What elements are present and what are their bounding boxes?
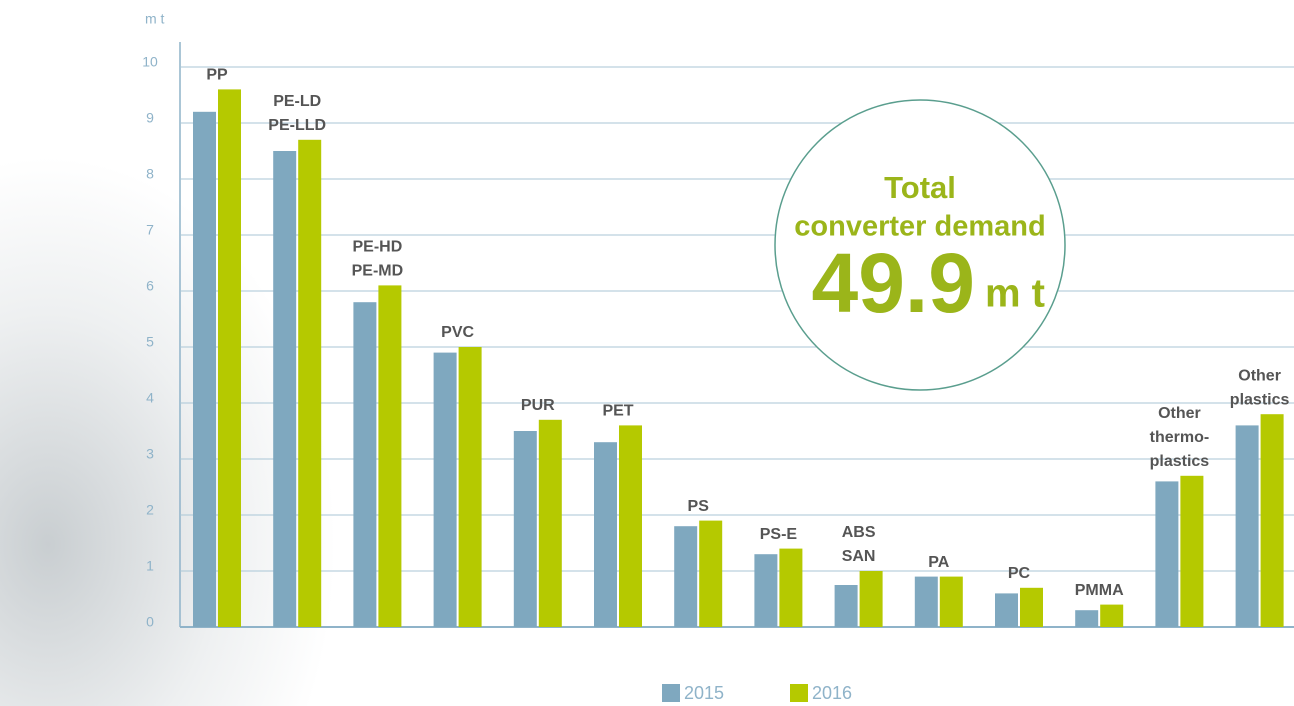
legend-swatch: [662, 684, 680, 702]
annotation-value: 49.9: [812, 236, 976, 330]
category-label: PE-MD: [352, 263, 404, 280]
y-tick-label: 3: [146, 446, 154, 462]
bar: [754, 554, 778, 627]
category-label: ABS: [842, 524, 876, 541]
bar: [433, 352, 457, 627]
unit-label: m t: [145, 11, 165, 27]
bars: [193, 89, 1284, 628]
category-label: PA: [928, 554, 949, 571]
category-label: Other: [1238, 367, 1281, 384]
bar: [353, 302, 377, 627]
annotation-unit: m t: [985, 272, 1045, 316]
bar: [298, 139, 322, 628]
legend-label: 2015: [684, 683, 724, 703]
total-circle: [774, 99, 1066, 391]
category-label: PE-LD: [273, 93, 321, 110]
category-label: plastics: [1230, 391, 1290, 408]
legend-swatch: [790, 684, 808, 702]
bar: [538, 419, 562, 627]
bar: [513, 431, 537, 627]
y-tick-label: 9: [146, 110, 154, 126]
y-tick-label: 0: [146, 614, 154, 630]
category-label: PET: [602, 403, 633, 420]
bar: [378, 285, 402, 627]
y-tick-label: 1: [146, 558, 154, 574]
annotation-title: converter demand: [794, 211, 1045, 243]
y-tick-label: 6: [146, 278, 154, 294]
bar: [1020, 587, 1043, 627]
bar: [834, 585, 858, 627]
bar: [1075, 610, 1099, 627]
category-label: PS: [688, 498, 710, 515]
y-tick-label: 10: [142, 54, 158, 70]
category-label: PC: [1008, 565, 1031, 582]
category-label: PMMA: [1075, 582, 1124, 599]
bar: [699, 520, 723, 627]
category-label: PVC: [441, 324, 474, 341]
category-label: plastics: [1150, 453, 1210, 470]
category-label: PUR: [521, 397, 555, 414]
bar: [914, 576, 938, 627]
bar: [273, 151, 297, 627]
annotation-title: Total: [884, 170, 956, 205]
legend-label: 2016: [812, 683, 852, 703]
bar: [859, 571, 883, 627]
bar: [1155, 481, 1179, 627]
bar: [594, 442, 617, 627]
category-label: SAN: [842, 548, 876, 565]
y-tick-label: 5: [146, 334, 154, 350]
category-label: PE-LLD: [268, 117, 326, 134]
bar: [995, 593, 1018, 627]
category-label: PS-E: [760, 526, 798, 543]
bar: [1260, 414, 1284, 627]
bar: [674, 526, 698, 627]
category-label: PE-HD: [353, 239, 403, 256]
bar: [1235, 425, 1259, 627]
bar: [619, 425, 642, 627]
category-label: Other: [1158, 405, 1201, 422]
y-tick-label: 8: [146, 166, 154, 182]
bar: [218, 89, 241, 627]
bar: [1180, 475, 1204, 627]
y-tick-label: 4: [146, 390, 154, 406]
bar: [458, 347, 482, 627]
category-label: PP: [206, 67, 228, 84]
bar: [193, 111, 216, 628]
bar: [939, 576, 963, 627]
category-label: thermo-: [1150, 429, 1210, 446]
bar: [779, 548, 803, 627]
y-tick-label: 7: [146, 222, 154, 238]
y-tick-label: 2: [146, 502, 154, 518]
bar: [1100, 604, 1124, 627]
